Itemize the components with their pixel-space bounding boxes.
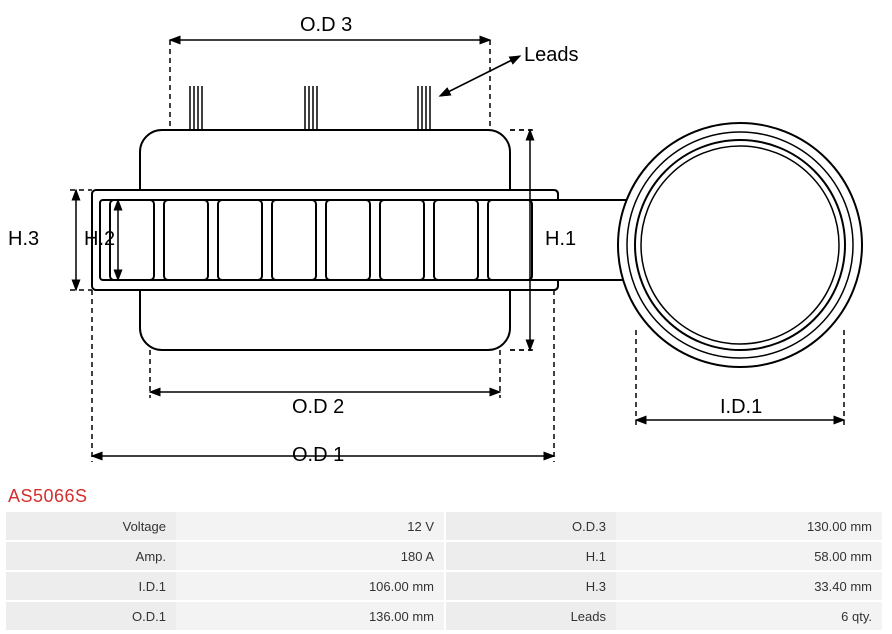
spec-label: H.3	[446, 572, 616, 600]
spec-label: H.1	[446, 542, 616, 570]
page-container: O.D 3 Leads H.1 H.2 H.3 O.D 2 O.D 1 I.D.…	[0, 0, 892, 634]
spec-label: O.D.1	[6, 602, 176, 630]
spec-row: O.D.1136.00 mmLeads6 qty.	[6, 602, 884, 630]
spec-value: 106.00 mm	[176, 572, 444, 600]
spec-value: 136.00 mm	[176, 602, 444, 630]
label-h2: H.2	[84, 228, 115, 251]
label-h1: H.1	[545, 228, 576, 251]
spec-label: O.D.3	[446, 512, 616, 540]
label-od3: O.D 3	[300, 14, 352, 37]
spec-row: I.D.1106.00 mmH.333.40 mm	[6, 572, 884, 600]
spec-row: Amp.180 AH.158.00 mm	[6, 542, 884, 570]
spec-row: Voltage12 VO.D.3130.00 mm	[6, 512, 884, 540]
technical-diagram: O.D 3 Leads H.1 H.2 H.3 O.D 2 O.D 1 I.D.…	[0, 0, 892, 480]
spec-label: Leads	[446, 602, 616, 630]
label-id1: I.D.1	[720, 396, 762, 419]
spec-label: I.D.1	[6, 572, 176, 600]
spec-value: 58.00 mm	[616, 542, 882, 570]
label-od2: O.D 2	[292, 396, 344, 419]
spec-value: 6 qty.	[616, 602, 882, 630]
part-number: AS5066S	[8, 486, 88, 507]
spec-value: 130.00 mm	[616, 512, 882, 540]
label-leads: Leads	[524, 44, 579, 67]
spec-label: Voltage	[6, 512, 176, 540]
spec-table: Voltage12 VO.D.3130.00 mmAmp.180 AH.158.…	[6, 512, 884, 632]
spec-value: 33.40 mm	[616, 572, 882, 600]
spec-label: Amp.	[6, 542, 176, 570]
label-h3: H.3	[8, 228, 39, 251]
label-od1: O.D 1	[292, 444, 344, 467]
spec-value: 180 A	[176, 542, 444, 570]
spec-value: 12 V	[176, 512, 444, 540]
